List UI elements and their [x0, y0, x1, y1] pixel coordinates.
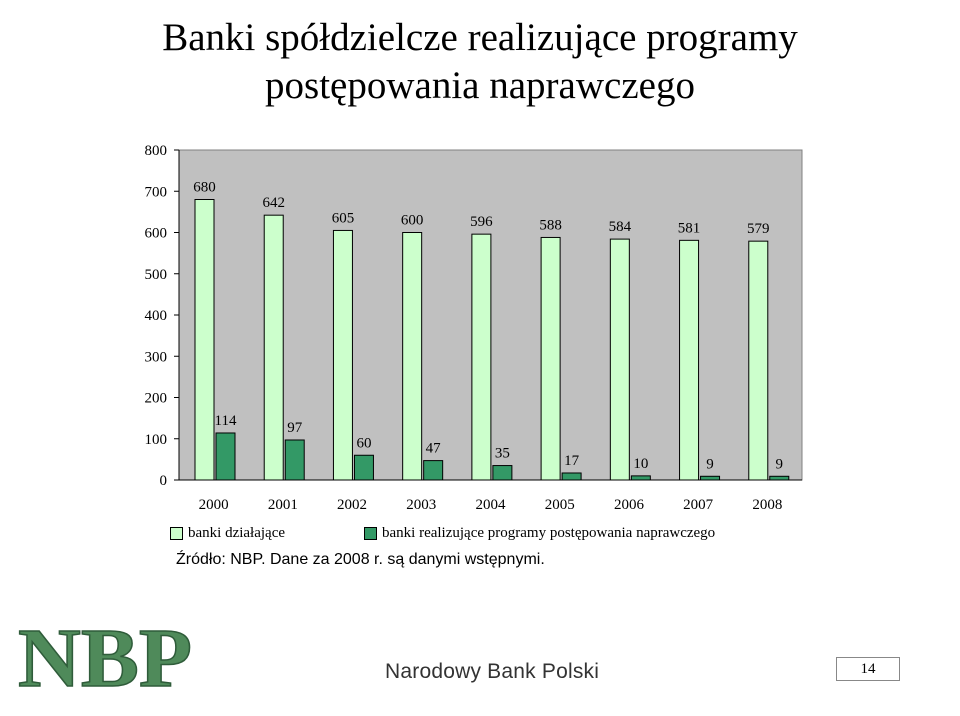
- data-label-recovery-banks: 35: [495, 446, 510, 462]
- source-note: Źródło: NBP. Dane za 2008 r. są danymi w…: [176, 551, 545, 568]
- y-tick-label: 300: [145, 349, 168, 365]
- data-label-existing-banks: 642: [262, 195, 285, 211]
- legend-item-recovery-banks: banki realizujące programy postępowania …: [364, 525, 715, 542]
- bar-existing-banks: [679, 239, 700, 481]
- legend-label-recovery-banks: banki realizujące programy postępowania …: [382, 525, 716, 541]
- x-tick-label: 2005: [545, 497, 575, 513]
- bar-recovery-banks: [700, 475, 721, 481]
- bar-recovery-banks: [630, 475, 651, 481]
- nbp-logo: NBP: [17, 614, 193, 698]
- bar-recovery-banks: [353, 454, 374, 481]
- x-tick-label: 2007: [683, 497, 714, 513]
- bar-existing-banks: [609, 238, 630, 481]
- bar-recovery-banks: [561, 472, 582, 481]
- data-label-existing-banks: 584: [609, 219, 632, 235]
- legend-swatch-recovery-banks: [364, 527, 377, 540]
- data-label-recovery-banks: 60: [356, 435, 371, 451]
- x-tick-label: 2008: [752, 497, 782, 513]
- bar-recovery-banks: [769, 475, 790, 481]
- bar-recovery-banks: [492, 465, 513, 481]
- data-label-existing-banks: 605: [332, 210, 355, 226]
- svg-text:NBP: NBP: [18, 614, 192, 698]
- legend-item-existing-banks: banki działające: [170, 525, 285, 542]
- data-label-existing-banks: 588: [539, 217, 562, 233]
- y-tick-label: 200: [145, 391, 168, 407]
- footer-bank-name: Narodowy Bank Polski: [385, 660, 600, 683]
- bar-recovery-banks: [423, 460, 444, 481]
- data-label-recovery-banks: 9: [776, 456, 784, 472]
- bar-existing-banks: [194, 199, 215, 481]
- x-tick-label: 2002: [337, 497, 367, 513]
- bar-existing-banks: [332, 229, 353, 481]
- x-tick-label: 2004: [476, 497, 507, 513]
- bar-recovery-banks: [215, 432, 236, 481]
- bar-existing-banks: [402, 232, 423, 481]
- y-tick-label: 500: [145, 267, 168, 283]
- x-tick-label: 2000: [199, 497, 229, 513]
- y-tick-label: 400: [145, 308, 168, 324]
- data-label-recovery-banks: 114: [215, 413, 237, 429]
- y-tick-label: 0: [160, 473, 168, 489]
- x-tick-label: 2006: [614, 497, 645, 513]
- bar-existing-banks: [540, 236, 561, 481]
- data-label-recovery-banks: 10: [633, 456, 648, 472]
- y-tick-label: 700: [145, 184, 168, 200]
- data-label-recovery-banks: 97: [287, 420, 303, 436]
- legend-swatch-existing-banks: [170, 527, 183, 540]
- x-tick-label: 2001: [268, 497, 298, 513]
- bar-existing-banks: [471, 233, 492, 481]
- legend-label-existing-banks: banki działające: [188, 525, 286, 541]
- bar-existing-banks: [263, 214, 284, 481]
- slide-title: Banki spółdzielcze realizujące programy …: [162, 16, 798, 107]
- data-label-recovery-banks: 17: [564, 453, 580, 469]
- data-label-existing-banks: 600: [401, 213, 424, 229]
- footer: [0, 612, 960, 716]
- page-number: 14: [836, 657, 900, 681]
- data-label-existing-banks: 579: [747, 221, 770, 237]
- bar-chart: 0 100 200 300 400 500 600 700 800 680 114 2000 642 97…: [145, 143, 803, 513]
- bar-existing-banks: [748, 240, 769, 481]
- y-tick-label: 800: [145, 143, 168, 159]
- data-label-recovery-banks: 9: [706, 456, 714, 472]
- data-label-existing-banks: 596: [470, 214, 493, 230]
- bar-recovery-banks: [284, 439, 305, 481]
- data-label-recovery-banks: 47: [426, 441, 442, 457]
- y-tick-label: 600: [145, 226, 168, 242]
- x-tick-label: 2003: [406, 497, 436, 513]
- y-tick-label: 100: [145, 432, 168, 448]
- data-label-existing-banks: 680: [193, 180, 216, 196]
- data-label-existing-banks: 581: [678, 220, 701, 236]
